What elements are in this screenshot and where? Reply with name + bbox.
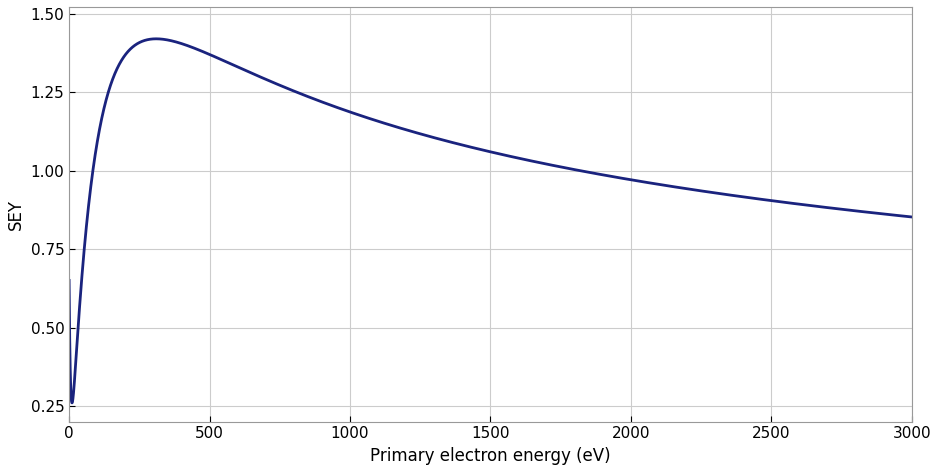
Y-axis label: SEY: SEY	[7, 199, 25, 230]
X-axis label: Primary electron energy (eV): Primary electron energy (eV)	[371, 447, 611, 465]
